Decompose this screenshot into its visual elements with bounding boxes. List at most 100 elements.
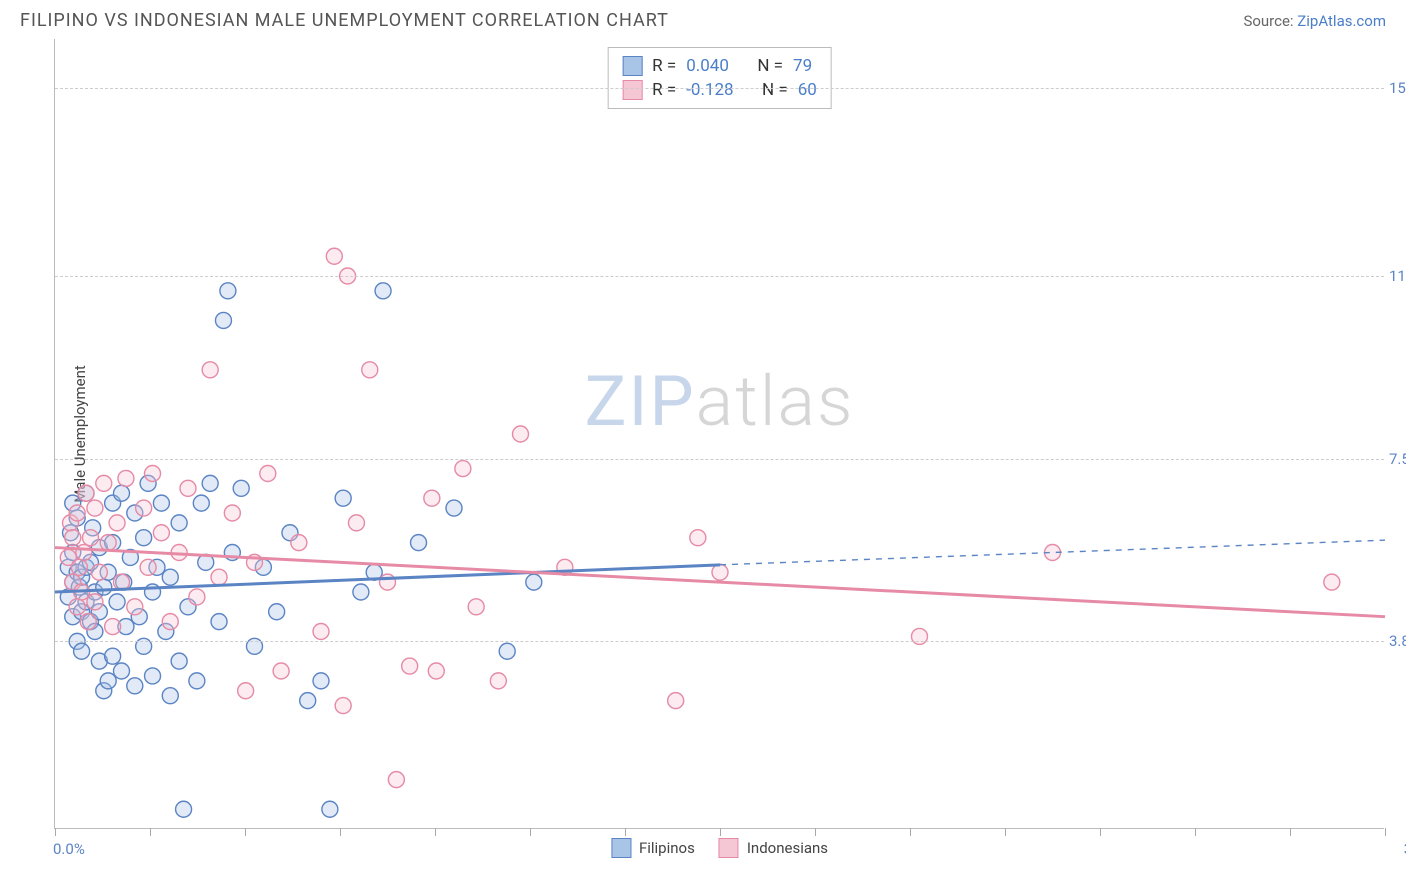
data-point	[362, 362, 378, 378]
data-point	[348, 515, 364, 531]
data-point	[712, 564, 728, 580]
x-tick	[1385, 828, 1386, 836]
data-point	[202, 362, 218, 378]
r-label: R =	[652, 56, 676, 76]
source-label: Source: ZipAtlas.com	[1243, 12, 1386, 30]
data-point	[78, 485, 94, 501]
data-point	[291, 535, 307, 551]
chart-container: Male Unemployment ZIPatlas R = 0.040 N =…	[54, 39, 1384, 829]
x-tick	[435, 828, 436, 836]
n-value-indonesians: 60	[798, 80, 817, 100]
data-point	[335, 490, 351, 506]
stats-row-filipinos: R = 0.040 N = 79	[622, 54, 817, 78]
y-tick-label: 7.5%	[1389, 450, 1406, 468]
swatch-indonesians	[622, 80, 642, 100]
data-point	[446, 500, 462, 516]
data-point	[490, 673, 506, 689]
data-point	[468, 599, 484, 615]
data-point	[118, 470, 134, 486]
data-point	[91, 564, 107, 580]
data-point	[176, 801, 192, 817]
data-point	[162, 569, 178, 585]
data-point	[238, 683, 254, 699]
data-point	[220, 283, 236, 299]
gridline-h	[55, 88, 1384, 89]
trend-line	[55, 548, 1385, 617]
x-tick	[1195, 828, 1196, 836]
legend-item-indonesians: Indonesians	[719, 838, 828, 858]
x-tick	[1005, 828, 1006, 836]
data-point	[690, 530, 706, 546]
x-tick	[910, 828, 911, 836]
data-point	[162, 688, 178, 704]
x-tick	[530, 828, 531, 836]
gridline-h	[55, 276, 1384, 277]
data-point	[145, 466, 161, 482]
data-point	[380, 574, 396, 590]
x-tick	[55, 828, 56, 836]
data-point	[326, 248, 342, 264]
data-point	[353, 584, 369, 600]
data-point	[322, 801, 338, 817]
data-point	[162, 614, 178, 630]
data-point	[224, 505, 240, 521]
data-point	[211, 614, 227, 630]
x-tick	[1100, 828, 1101, 836]
data-point	[171, 515, 187, 531]
y-tick-label: 11.2%	[1389, 267, 1406, 285]
legend-label-filipinos: Filipinos	[639, 839, 695, 857]
data-point	[96, 475, 112, 491]
data-point	[273, 663, 289, 679]
swatch-indonesians	[719, 838, 739, 858]
gridline-h	[55, 459, 1384, 460]
data-point	[424, 490, 440, 506]
data-point	[202, 475, 218, 491]
data-point	[300, 693, 316, 709]
data-point	[71, 559, 87, 575]
data-point	[100, 535, 116, 551]
data-point	[313, 673, 329, 689]
data-point	[189, 673, 205, 689]
data-point	[76, 545, 92, 561]
data-point	[668, 693, 684, 709]
data-point	[388, 772, 404, 788]
data-point	[193, 495, 209, 511]
data-point	[82, 530, 98, 546]
legend-bottom: Filipinos Indonesians	[611, 838, 828, 858]
data-point	[153, 495, 169, 511]
data-point	[145, 668, 161, 684]
data-point	[269, 604, 285, 620]
chart-title: FILIPINO VS INDONESIAN MALE UNEMPLOYMENT…	[20, 10, 669, 31]
data-point	[260, 466, 276, 482]
data-point	[513, 426, 529, 442]
data-point	[140, 559, 156, 575]
data-point	[233, 480, 249, 496]
stats-legend-box: R = 0.040 N = 79 R = -0.128 N = 60	[607, 47, 832, 109]
data-point	[136, 530, 152, 546]
data-point	[153, 525, 169, 541]
data-point	[375, 283, 391, 299]
r-label: R =	[652, 80, 676, 100]
y-tick-label: 15.0%	[1389, 79, 1406, 97]
data-point	[87, 594, 103, 610]
legend-label-indonesians: Indonesians	[747, 839, 828, 857]
data-point	[1324, 574, 1340, 590]
data-point	[105, 648, 121, 664]
data-point	[87, 500, 103, 516]
data-point	[109, 594, 125, 610]
stats-row-indonesians: R = -0.128 N = 60	[622, 78, 817, 102]
x-tick	[1290, 828, 1291, 836]
source-link[interactable]: ZipAtlas.com	[1297, 12, 1386, 30]
data-point	[127, 599, 143, 615]
data-point	[114, 485, 130, 501]
x-tick	[340, 828, 341, 836]
swatch-filipinos	[622, 56, 642, 76]
n-label: N =	[762, 80, 788, 100]
legend-item-filipinos: Filipinos	[611, 838, 695, 858]
data-point	[105, 619, 121, 635]
n-value-filipinos: 79	[793, 56, 812, 76]
x-tick	[625, 828, 626, 836]
data-point	[74, 643, 90, 659]
x-tick	[150, 828, 151, 836]
data-point	[69, 599, 85, 615]
